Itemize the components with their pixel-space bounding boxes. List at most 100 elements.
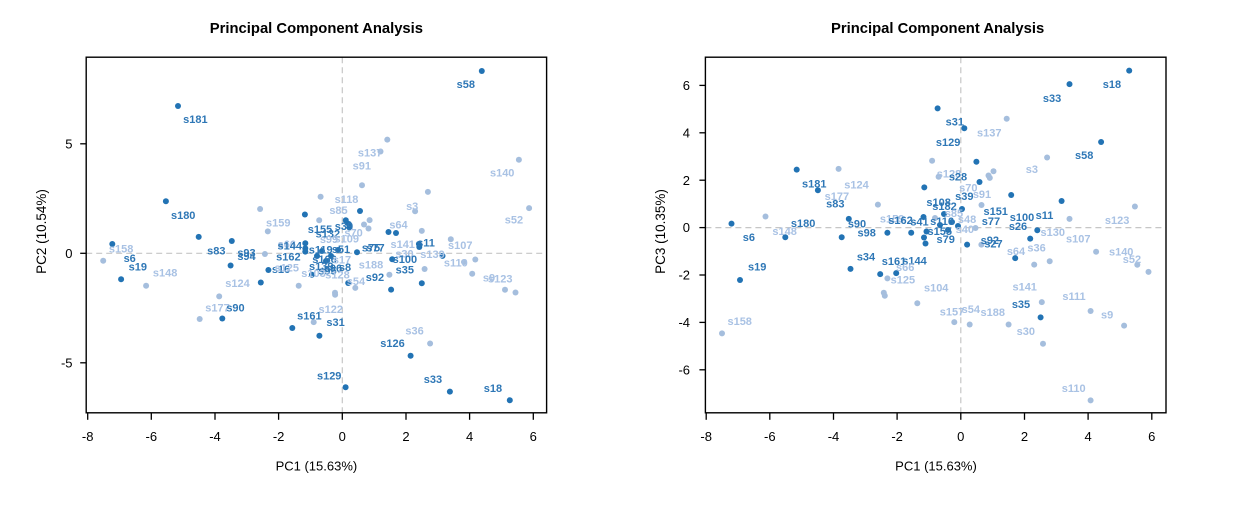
svg-text:s109: s109 [335,234,359,246]
svg-text:0: 0 [683,220,690,235]
svg-text:s30: s30 [1017,326,1035,338]
svg-text:s140: s140 [490,167,514,179]
svg-text:s162: s162 [888,215,912,227]
svg-text:PC3 (10.35%): PC3 (10.35%) [653,189,668,274]
svg-text:s70: s70 [344,227,362,239]
svg-text:s8: s8 [339,262,351,274]
svg-text:s39: s39 [335,221,353,233]
svg-text:s39: s39 [955,191,973,203]
svg-text:s159: s159 [880,213,904,225]
svg-text:s128: s128 [325,270,349,282]
svg-text:s33: s33 [1043,93,1061,105]
svg-text:s41: s41 [910,216,928,228]
svg-text:-4: -4 [828,429,840,444]
svg-text:s54: s54 [962,304,981,316]
svg-text:s155: s155 [308,224,332,236]
svg-text:s132: s132 [316,229,340,241]
svg-text:6: 6 [1148,429,1155,444]
svg-text:s58: s58 [1075,150,1093,162]
svg-text:s48: s48 [958,214,976,226]
svg-text:s100: s100 [1010,212,1034,224]
svg-text:s52: s52 [1123,254,1141,266]
svg-text:s188: s188 [359,259,383,271]
svg-text:s51: s51 [332,244,350,256]
svg-text:s34: s34 [857,252,876,264]
svg-text:s158: s158 [727,316,751,328]
svg-text:s70: s70 [959,182,977,194]
svg-text:4: 4 [683,125,690,140]
svg-text:s79: s79 [937,234,955,246]
svg-text:4: 4 [466,429,473,444]
svg-text:s98: s98 [858,228,876,240]
svg-text:2: 2 [683,173,690,188]
svg-text:s26: s26 [1009,221,1027,233]
svg-text:s137: s137 [358,147,382,159]
svg-text:-2: -2 [891,429,903,444]
svg-text:s141: s141 [1012,282,1036,294]
svg-text:s144: s144 [278,240,303,252]
svg-text:s95: s95 [318,266,336,278]
svg-text:0: 0 [957,429,964,444]
svg-text:s118: s118 [335,194,359,206]
svg-text:s124: s124 [225,278,250,290]
svg-text:s28: s28 [949,172,967,184]
svg-text:s19: s19 [748,262,766,274]
svg-text:s36: s36 [1027,242,1045,254]
svg-text:s64: s64 [389,220,408,232]
svg-text:2: 2 [402,429,409,444]
svg-text:-8: -8 [82,429,94,444]
svg-text:s35: s35 [396,265,414,277]
svg-text:s18: s18 [484,383,502,395]
svg-text:s9: s9 [1101,309,1113,321]
svg-text:s40: s40 [956,224,974,236]
svg-text:s130: s130 [1041,227,1065,239]
svg-text:s75: s75 [362,242,380,254]
svg-text:-2: -2 [273,429,285,444]
svg-text:s3: s3 [1026,164,1038,176]
svg-text:Principal Component Analysis: Principal Component Analysis [831,21,1044,37]
svg-text:s104: s104 [924,282,949,294]
svg-text:s180: s180 [171,210,195,222]
svg-text:s158: s158 [109,243,133,255]
svg-text:PC1 (15.63%): PC1 (15.63%) [895,458,977,473]
svg-text:s90: s90 [226,303,244,315]
svg-text:s123: s123 [488,274,512,286]
svg-text:4: 4 [1084,429,1091,444]
svg-text:s91: s91 [353,160,371,172]
svg-text:s11: s11 [1036,210,1054,222]
svg-text:s107: s107 [448,240,472,252]
svg-text:0: 0 [339,429,346,444]
svg-text:s119: s119 [309,244,333,256]
svg-text:s161: s161 [297,310,321,322]
svg-text:s66: s66 [278,239,296,251]
svg-text:s31: s31 [326,317,344,329]
svg-text:s159: s159 [266,218,290,230]
svg-text:s54: s54 [347,276,366,288]
svg-text:s6: s6 [743,232,755,244]
svg-text:s64: s64 [1007,246,1026,258]
svg-text:s31: s31 [946,116,964,128]
svg-text:s92: s92 [981,235,999,247]
svg-text:6: 6 [530,429,537,444]
svg-text:s141: s141 [390,239,414,251]
svg-text:s36: s36 [405,325,423,337]
svg-text:s181: s181 [802,179,826,191]
svg-text:s129: s129 [317,370,341,382]
svg-text:s77: s77 [982,216,1000,228]
svg-text:s124: s124 [844,179,869,191]
svg-text:s103: s103 [301,268,325,280]
svg-text:s161: s161 [882,256,906,268]
svg-text:s182: s182 [932,201,956,213]
svg-text:s66: s66 [896,262,914,274]
svg-text:PC2 (10.54%): PC2 (10.54%) [34,189,49,274]
svg-text:s90: s90 [848,219,866,231]
svg-text:s123: s123 [1105,215,1129,227]
svg-text:s162: s162 [276,252,300,264]
svg-text:s77: s77 [366,243,384,255]
svg-text:s9: s9 [483,273,495,285]
svg-text:5: 5 [65,136,72,151]
svg-text:-6: -6 [764,429,776,444]
svg-text:s177: s177 [205,303,229,315]
svg-text:s11: s11 [417,237,435,249]
svg-text:s128: s128 [937,168,961,180]
